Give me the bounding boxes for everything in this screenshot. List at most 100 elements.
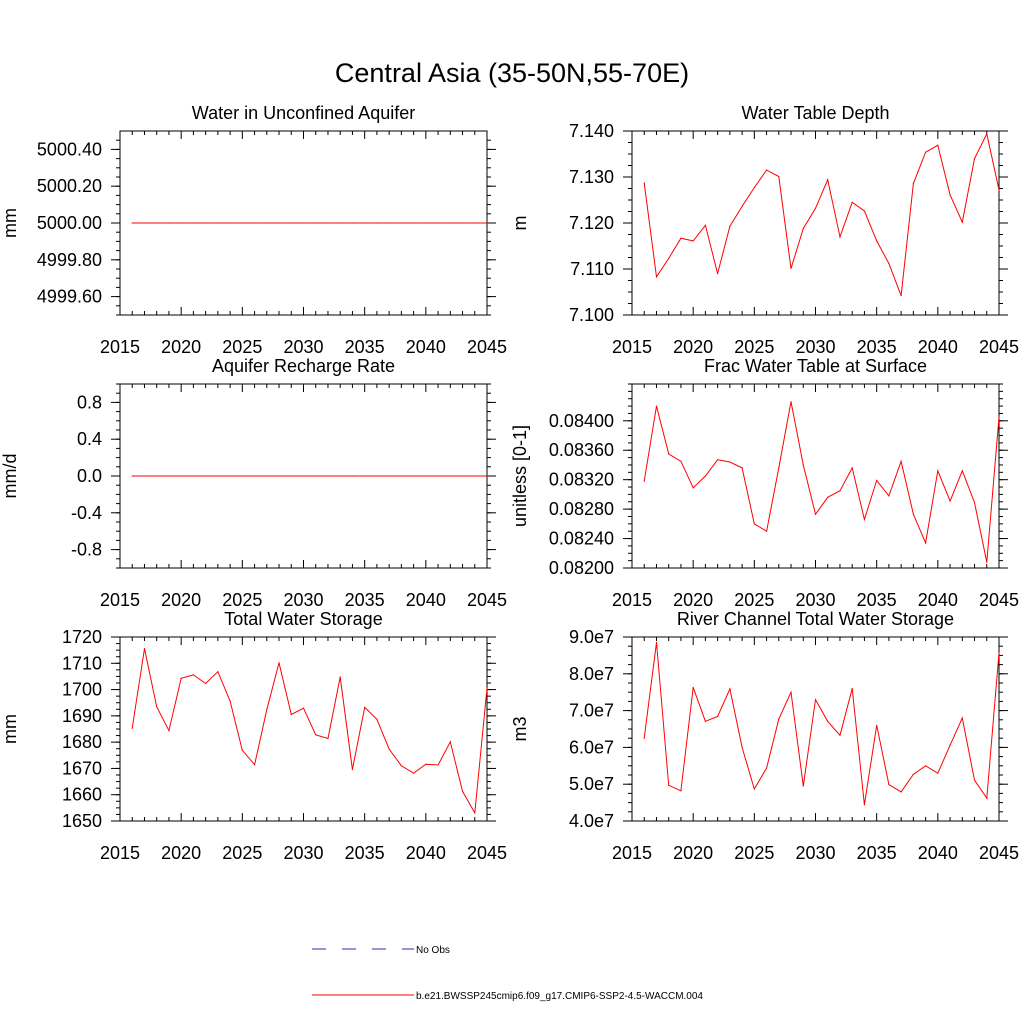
data-point	[400, 222, 402, 224]
data-point	[180, 222, 182, 224]
data-point	[753, 788, 755, 790]
data-point	[241, 475, 243, 477]
data-point	[217, 222, 219, 224]
data-point	[680, 237, 682, 239]
data-point	[364, 706, 366, 709]
data-point	[729, 225, 731, 227]
data-point	[327, 475, 329, 477]
x-tick-label: 2030	[283, 337, 323, 357]
data-point	[229, 700, 231, 702]
data-point	[474, 812, 476, 814]
data-point	[413, 772, 415, 774]
data-point	[900, 295, 902, 297]
data-point	[400, 475, 402, 477]
data-point	[961, 717, 963, 719]
data-point	[192, 222, 194, 224]
data-point	[741, 467, 743, 469]
data-point	[949, 744, 951, 746]
x-tick-label: 2015	[100, 337, 140, 357]
data-point	[315, 222, 317, 224]
data-point	[888, 495, 890, 497]
data-point	[765, 767, 768, 769]
data-point	[925, 542, 927, 544]
x-tick-label: 2035	[345, 337, 385, 357]
data-point	[156, 475, 158, 477]
data-point	[474, 222, 476, 224]
y-tick-label: 7.100	[569, 305, 614, 325]
data-point	[449, 741, 451, 743]
data-point	[839, 734, 841, 736]
data-point	[376, 718, 378, 720]
data-point	[961, 470, 963, 472]
data-point	[937, 772, 939, 774]
data-point	[143, 475, 146, 477]
data-point	[302, 222, 305, 224]
data-point	[851, 687, 853, 690]
data-point	[692, 487, 694, 489]
data-point	[290, 222, 292, 224]
legend-label-model: b.e21.BWSSP245cmip6.f09_g17.CMIP6-SSP2-4…	[416, 991, 703, 1002]
y-tick-label: 1650	[62, 811, 102, 831]
y-tick-label: 1700	[62, 680, 102, 700]
y-tick-label: 5000.40	[37, 139, 102, 159]
data-point	[643, 480, 645, 482]
data-point	[400, 765, 402, 767]
data-point	[717, 459, 719, 461]
plot-frame	[631, 130, 1000, 316]
x-tick-label: 2030	[795, 590, 835, 610]
y-tick-label: -0.4	[71, 503, 102, 523]
data-point	[266, 475, 268, 477]
data-point	[790, 691, 792, 693]
x-tick-label: 2035	[345, 843, 385, 863]
data-point	[753, 186, 755, 189]
data-point	[327, 737, 329, 740]
data-point	[351, 222, 354, 224]
data-point	[425, 475, 427, 477]
x-tick-label: 2035	[345, 590, 385, 610]
y-tick-label: 9.0e7	[569, 627, 614, 647]
data-point	[278, 475, 280, 477]
panel-water-table-depth: Water Table Depth 2015 2020 2025 2030 2035 204…	[510, 103, 1019, 357]
data-point	[351, 475, 354, 477]
x-tick-label: 2040	[918, 337, 958, 357]
data-point	[876, 479, 878, 482]
panel-frac-water-table-at-surface: Frac Water Table at Surface 2015 2020 2025 2…	[510, 356, 1019, 610]
data-point	[888, 262, 890, 265]
data-point	[986, 561, 988, 563]
data-point	[192, 475, 194, 477]
y-tick-label: 7.0e7	[569, 701, 614, 721]
data-point	[863, 804, 866, 806]
x-tick-label: 2015	[612, 843, 652, 863]
data-point	[131, 727, 133, 729]
data-point	[205, 475, 207, 477]
data-point	[388, 222, 390, 224]
x-tick-label: 2030	[795, 337, 835, 357]
data-point	[900, 791, 902, 793]
x-tick-label: 2045	[979, 337, 1019, 357]
data-point	[437, 475, 439, 477]
data-point	[156, 222, 158, 224]
y-tick-label: 7.110	[570, 259, 614, 279]
data-point	[876, 724, 878, 726]
data-point	[131, 475, 133, 477]
x-tick-label: 2030	[283, 843, 323, 863]
data-point	[339, 475, 341, 477]
plot-frame	[631, 636, 1000, 822]
data-point	[704, 720, 707, 722]
x-tick-label: 2015	[612, 337, 652, 357]
data-point	[131, 222, 133, 224]
panel-river-channel-total-water-storage: River Channel Total Water Storage 2015 202…	[510, 609, 1019, 863]
y-tick-label: 7.130	[569, 167, 614, 187]
y-tick-label: 4999.80	[37, 250, 102, 270]
data-point	[643, 737, 645, 739]
data-point	[156, 706, 158, 708]
legend-label-no-obs: No Obs	[416, 945, 450, 956]
x-tick-label: 2035	[857, 843, 897, 863]
data-point	[802, 464, 804, 466]
data-point	[680, 790, 682, 792]
data-point	[388, 748, 390, 750]
data-point	[668, 453, 670, 455]
data-point	[425, 763, 427, 765]
figure-title: Central Asia (35-50N,55-70E)	[335, 58, 689, 88]
data-point	[692, 686, 694, 689]
